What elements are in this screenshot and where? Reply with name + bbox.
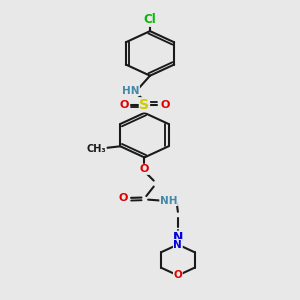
Text: N: N <box>173 239 182 250</box>
Text: O: O <box>119 100 129 110</box>
Text: O: O <box>118 194 128 203</box>
Text: O: O <box>140 164 149 174</box>
Text: O: O <box>160 100 170 110</box>
Text: O: O <box>173 270 182 280</box>
Text: NH: NH <box>160 196 177 206</box>
Text: HN: HN <box>122 85 140 96</box>
Text: CH₃: CH₃ <box>86 144 106 154</box>
Text: N: N <box>173 231 183 244</box>
Text: Cl: Cl <box>144 13 156 26</box>
Text: S: S <box>140 98 149 112</box>
